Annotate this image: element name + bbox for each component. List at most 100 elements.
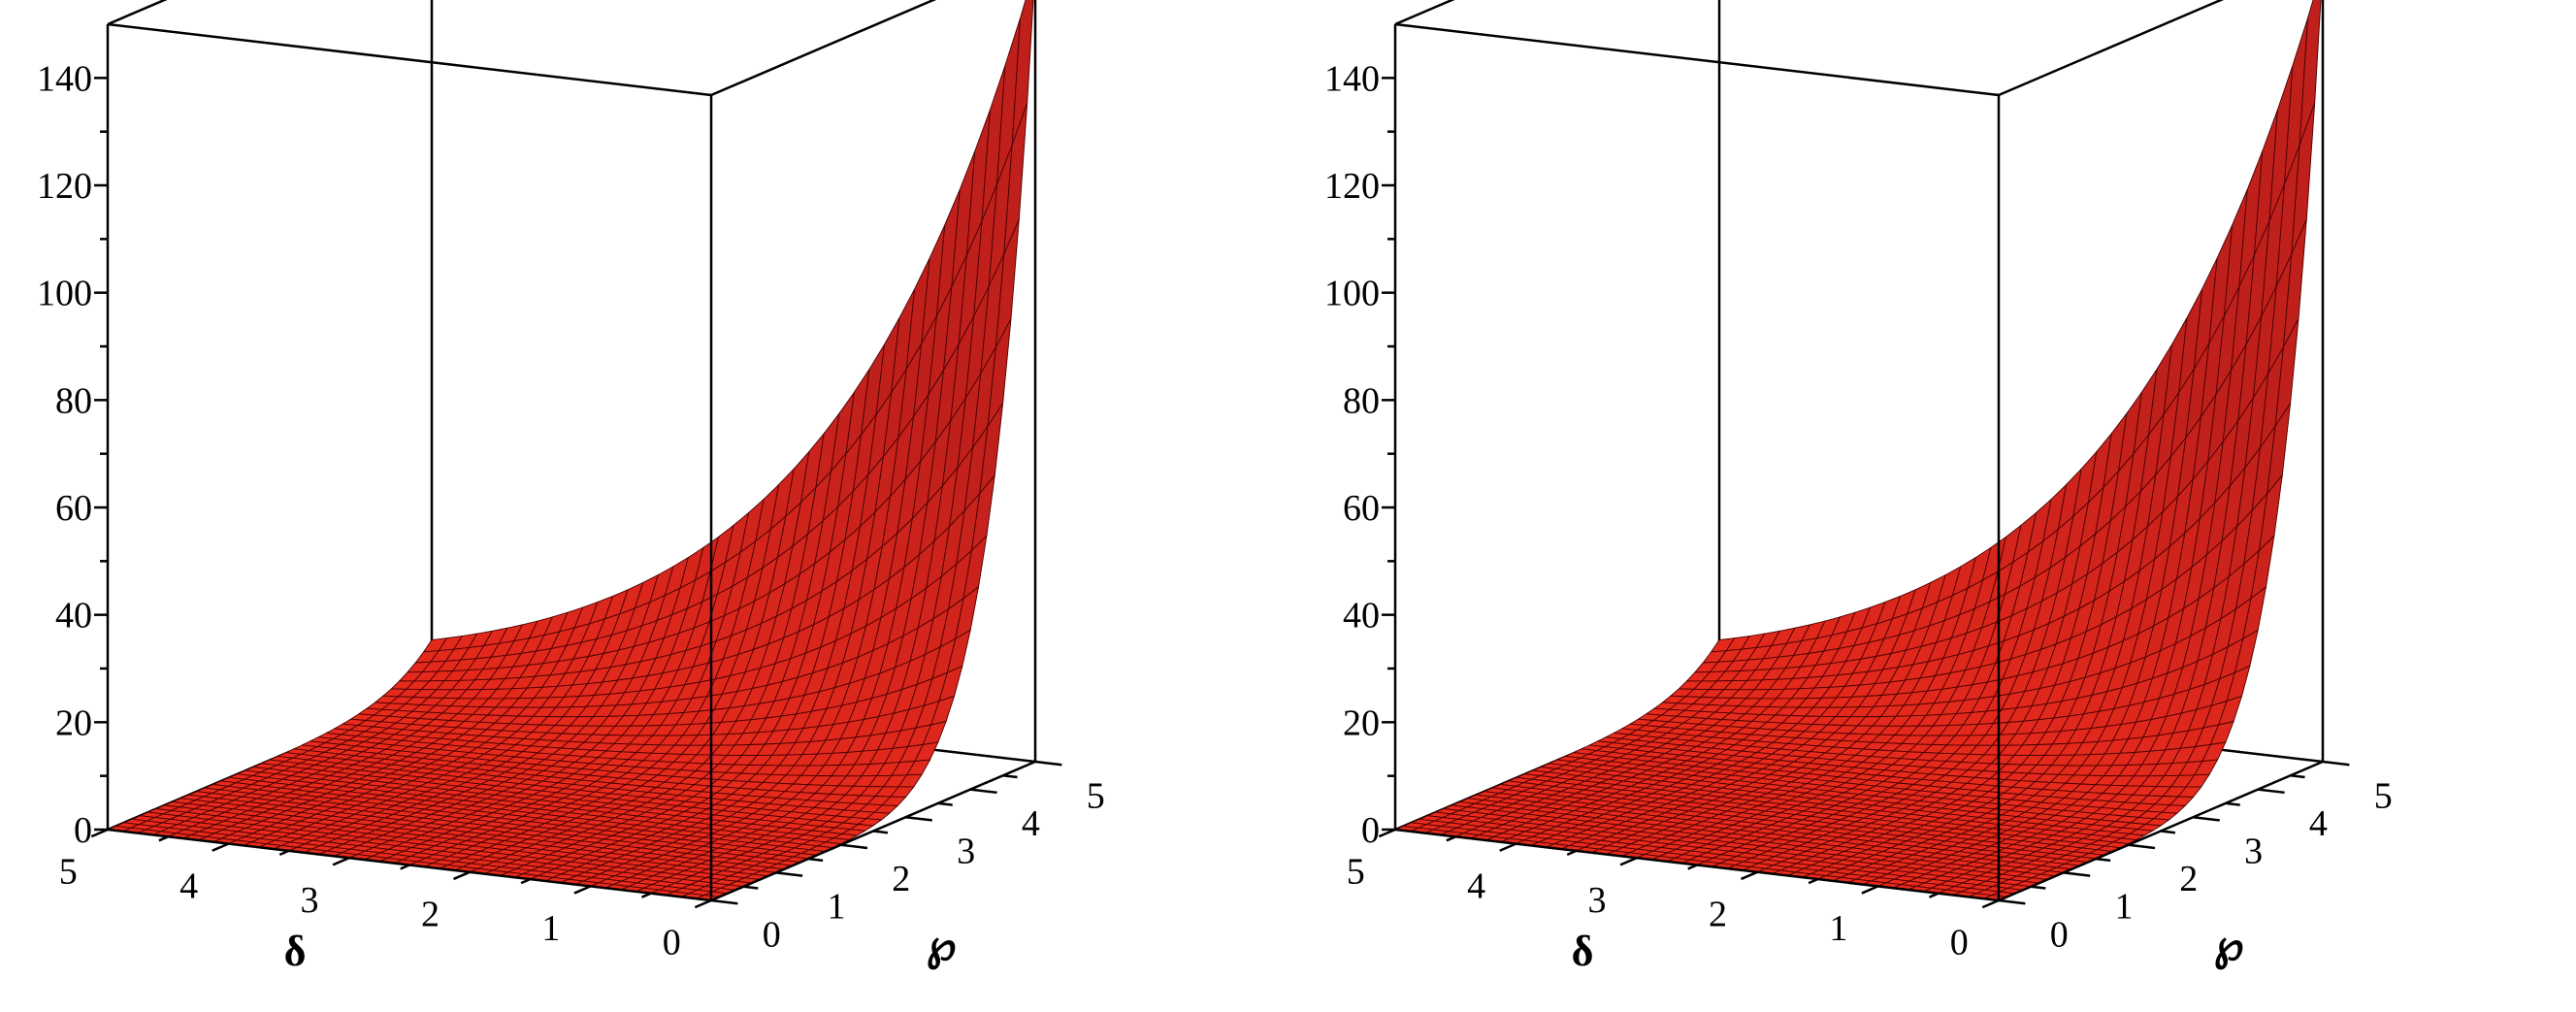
y-tick-label: 1 [828, 887, 846, 928]
z-tick-label: 120 [1324, 166, 1380, 207]
x-tick [278, 849, 290, 857]
x-tick-label: 5 [59, 852, 78, 893]
y-tick [1998, 898, 2026, 905]
y-tick [2160, 830, 2176, 834]
surface-plot-left: 0 20 40 60 80 1 0 0 120 140 0 1 2 3 4 5 δ 0 1 2 3 4 5 ℘ [37, 0, 1105, 975]
y-tick-label: 5 [1087, 775, 1105, 816]
box-back-edge [1394, 0, 1455, 26]
y-tick [775, 871, 803, 877]
z-axis: 0 20 40 60 80 100 120 140 [1324, 58, 1395, 851]
y-tick [2096, 857, 2111, 863]
box-front-edge [1998, 0, 2225, 97]
surface-mesh [1393, 0, 2322, 901]
x-tick [694, 898, 712, 909]
y-axis-label: ℘ [927, 922, 957, 970]
x-tick-label: 4 [179, 865, 198, 906]
y-tick [2258, 788, 2285, 795]
x-tick [90, 828, 109, 838]
y-tick [840, 843, 868, 850]
y-tick-label: 5 [2374, 775, 2393, 816]
z-tick-label: 140 [37, 58, 92, 99]
y-axis: 0 1 2 3 4 5 ℘ [710, 760, 1105, 970]
x-tick-label: 4 [1467, 865, 1485, 906]
y-tick [1034, 760, 1062, 767]
y-tick [872, 830, 889, 834]
y-tick [2193, 815, 2220, 822]
z-tick-label: 40 [55, 596, 92, 637]
z-tick-label: 80 [55, 380, 92, 421]
x-tick-label: 1 [1829, 908, 1847, 949]
box-front-edge [710, 0, 937, 97]
y-tick [808, 857, 824, 863]
x-tick [1687, 864, 1698, 870]
x-tick [1378, 828, 1396, 838]
y-tick [2063, 871, 2091, 877]
y-tick-label: 0 [2050, 914, 2069, 955]
y-tick [710, 898, 738, 905]
box-front-edge [107, 22, 712, 97]
y-tick [2225, 801, 2240, 806]
x-tick [1566, 849, 1578, 857]
x-tick [158, 835, 169, 842]
x-axis-label: δ [284, 928, 307, 975]
y-tick [743, 885, 759, 890]
y-tick-label: 3 [2244, 832, 2263, 872]
x-tick-label: 3 [1588, 880, 1607, 921]
x-tick [332, 857, 350, 866]
x-tick [640, 892, 652, 898]
surface-plot-right: 0 20 40 60 80 100 120 140 0 1 2 3 4 5 δ 0 1 2 3 4 5 ℘ [1288, 0, 2575, 1012]
x-tick-label: 2 [421, 895, 440, 935]
y-axis: 0 1 2 3 4 5 ℘ [1998, 760, 2393, 970]
x-tick-label: 3 [301, 880, 319, 921]
y-tick [2031, 885, 2046, 890]
x-tick-label: 5 [1347, 852, 1365, 893]
z-tick-label: 60 [55, 488, 92, 529]
x-tick-label: 0 [1950, 923, 1969, 963]
x-tick [212, 842, 229, 852]
x-tick [1446, 835, 1456, 842]
x-axis-label: δ [1572, 928, 1594, 975]
y-tick [2322, 760, 2350, 767]
y-tick [2290, 774, 2305, 779]
box-front-edge [1394, 22, 2000, 97]
y-tick [2128, 843, 2156, 850]
x-tick [1619, 857, 1638, 866]
z-tick-label: 140 [1324, 58, 1380, 99]
surface-plot-left-svg: 0 20 40 60 80 1 0 0 120 140 0 1 2 3 4 5 δ 0 1 2 3 4 5 ℘ [37, 0, 1105, 975]
z-tick-label: 0 [1361, 810, 1380, 851]
y-tick [1002, 774, 1018, 779]
x-axis: 0 1 2 3 4 5 δ [1347, 828, 2000, 975]
y-tick-label: 2 [2179, 859, 2198, 899]
x-tick [453, 870, 471, 881]
z-tick-label: 60 [1343, 488, 1380, 529]
z-tick-label: 100 [1324, 274, 1380, 314]
y-tick-label: 3 [957, 832, 975, 872]
z-tick-label: 20 [1343, 702, 1380, 743]
surface-plot-right-svg: 0 20 40 60 80 100 120 140 0 1 2 3 4 5 δ 0 1 2 3 4 5 ℘ [1324, 0, 2393, 975]
x-tick-label: 1 [541, 908, 560, 949]
y-tick [905, 815, 932, 822]
box-back-edge [107, 0, 168, 26]
x-tick-label: 2 [1709, 895, 1727, 935]
z-axis: 0 20 40 60 80 100 120 140 [37, 58, 108, 851]
z-tick-label: 0 [74, 810, 92, 851]
x-tick [1499, 842, 1516, 852]
x-tick [400, 864, 410, 870]
z-tick-label: 40 [1343, 596, 1380, 637]
z-tick-label: 80 [1343, 380, 1380, 421]
x-tick-label: 0 [663, 923, 681, 963]
x-tick [573, 885, 592, 895]
y-tick-label: 4 [1022, 803, 1040, 844]
y-tick-label: 2 [892, 859, 910, 899]
y-tick-label: 4 [2309, 803, 2328, 844]
x-tick [1981, 898, 2000, 909]
y-tick-label: 1 [2115, 887, 2134, 928]
x-tick [1861, 885, 1879, 895]
z-tick-label: 120 [37, 166, 92, 207]
x-tick [1928, 892, 1940, 898]
y-tick-label: 0 [763, 914, 781, 955]
x-tick [1741, 870, 1758, 881]
x-axis: 0 1 2 3 4 5 δ [59, 828, 712, 975]
z-tick-label: 20 [55, 702, 92, 743]
y-axis-label: ℘ [2214, 922, 2244, 970]
